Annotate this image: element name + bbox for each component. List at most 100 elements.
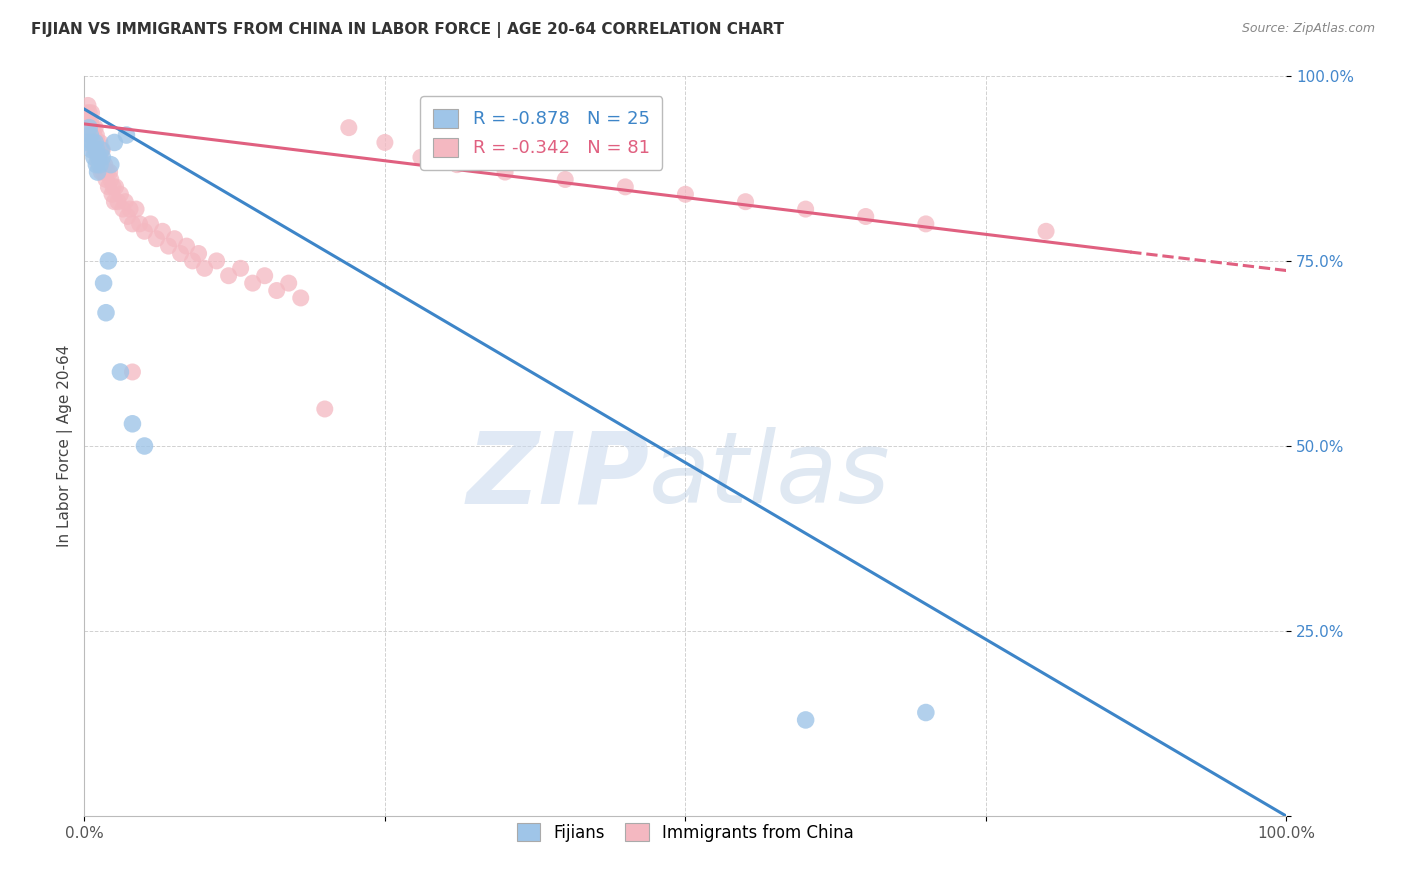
Text: FIJIAN VS IMMIGRANTS FROM CHINA IN LABOR FORCE | AGE 20-64 CORRELATION CHART: FIJIAN VS IMMIGRANTS FROM CHINA IN LABOR… — [31, 22, 785, 38]
Point — [187, 246, 209, 260]
Point — [86, 143, 108, 157]
Point — [121, 217, 143, 231]
Point — [86, 143, 108, 157]
Point — [94, 306, 117, 320]
Point — [290, 291, 312, 305]
Point — [117, 210, 139, 224]
Point — [76, 105, 98, 120]
Point — [89, 158, 111, 172]
Point — [107, 194, 129, 209]
Point — [94, 158, 117, 172]
Point — [277, 276, 299, 290]
Point — [134, 439, 156, 453]
Text: Source: ZipAtlas.com: Source: ZipAtlas.com — [1241, 22, 1375, 36]
Point — [118, 202, 141, 216]
Point — [84, 136, 107, 150]
Point — [205, 253, 228, 268]
Point — [114, 194, 136, 209]
Point — [86, 150, 108, 164]
Y-axis label: In Labor Force | Age 20-64: In Labor Force | Age 20-64 — [58, 345, 73, 547]
Point — [157, 239, 180, 253]
Point — [77, 136, 100, 150]
Point — [734, 194, 756, 209]
Point — [87, 143, 110, 157]
Point — [229, 261, 252, 276]
Point — [80, 120, 103, 135]
Text: atlas: atlas — [650, 427, 891, 524]
Point — [91, 143, 114, 157]
Point — [100, 158, 122, 172]
Point — [93, 276, 115, 290]
Point — [176, 239, 198, 253]
Point — [79, 113, 101, 128]
Point — [409, 150, 432, 164]
Point — [79, 128, 101, 142]
Point — [77, 120, 100, 135]
Point — [218, 268, 240, 283]
Point — [337, 120, 360, 135]
Point — [266, 284, 288, 298]
Point — [86, 165, 108, 179]
Point — [83, 150, 105, 164]
Point — [494, 165, 516, 179]
Point — [97, 180, 120, 194]
Point — [163, 232, 186, 246]
Point — [374, 136, 396, 150]
Point — [104, 180, 127, 194]
Point — [128, 217, 150, 231]
Point — [139, 217, 162, 231]
Point — [86, 136, 108, 150]
Point — [794, 713, 817, 727]
Point — [614, 180, 637, 194]
Point — [80, 105, 103, 120]
Point — [90, 143, 112, 157]
Point — [111, 202, 134, 216]
Point — [98, 165, 121, 179]
Point — [94, 172, 117, 186]
Point — [83, 143, 105, 157]
Point — [89, 136, 111, 150]
Point — [115, 128, 138, 142]
Point — [101, 187, 124, 202]
Point — [675, 187, 697, 202]
Point — [77, 120, 100, 135]
Point — [314, 401, 336, 416]
Point — [169, 246, 191, 260]
Point — [97, 253, 120, 268]
Point — [554, 172, 576, 186]
Text: ZIP: ZIP — [467, 427, 650, 524]
Point — [90, 165, 112, 179]
Point — [82, 120, 104, 135]
Point — [103, 136, 125, 150]
Point — [121, 417, 143, 431]
Point — [145, 232, 167, 246]
Point — [77, 105, 100, 120]
Point — [134, 224, 156, 238]
Point — [915, 217, 938, 231]
Point — [181, 253, 204, 268]
Point — [103, 180, 125, 194]
Point — [125, 202, 148, 216]
Point — [103, 194, 125, 209]
Point — [91, 150, 114, 164]
Point — [83, 128, 105, 142]
Point — [194, 261, 217, 276]
Point — [82, 136, 104, 150]
Point — [84, 120, 107, 135]
Point — [87, 150, 110, 164]
Point — [79, 128, 101, 142]
Point — [84, 136, 107, 150]
Point — [242, 276, 264, 290]
Point — [121, 365, 143, 379]
Point — [77, 98, 100, 112]
Point — [93, 165, 115, 179]
Point — [82, 136, 104, 150]
Point — [915, 706, 938, 720]
Point — [446, 158, 468, 172]
Point — [87, 158, 110, 172]
Point — [89, 150, 111, 164]
Point — [96, 165, 118, 179]
Point — [855, 210, 877, 224]
Point — [253, 268, 276, 283]
Point — [86, 158, 108, 172]
